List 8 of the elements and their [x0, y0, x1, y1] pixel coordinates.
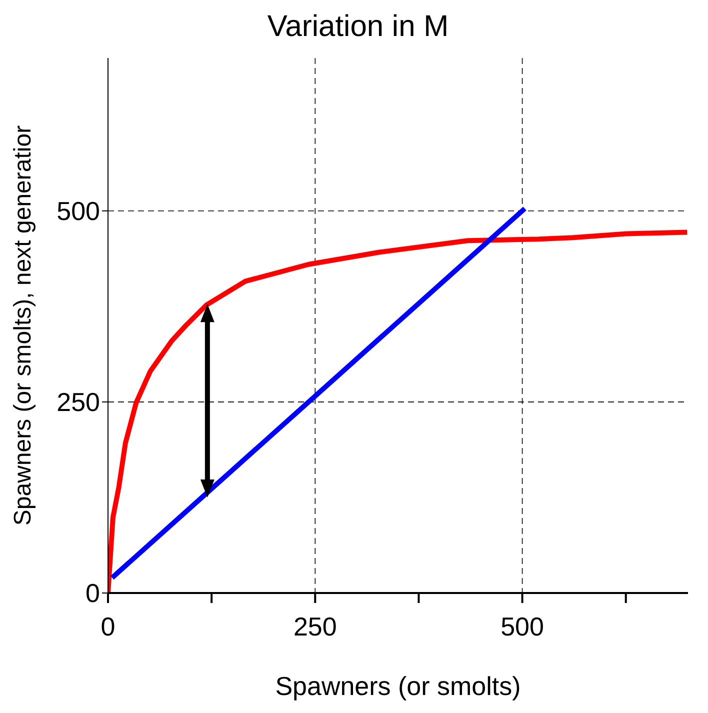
- y-tick-label: 0: [86, 578, 100, 608]
- x-tick-label: 500: [500, 611, 544, 642]
- y-tick-label: 250: [56, 387, 100, 418]
- x-tick-label: 250: [293, 611, 337, 642]
- x-axis-title: Spawners (or smolts): [275, 671, 521, 701]
- y-tick-label: 500: [56, 196, 100, 226]
- y-axis-title: Spawners (or smolts), next generatior: [10, 125, 37, 526]
- chart-title: Variation in M: [266, 10, 450, 44]
